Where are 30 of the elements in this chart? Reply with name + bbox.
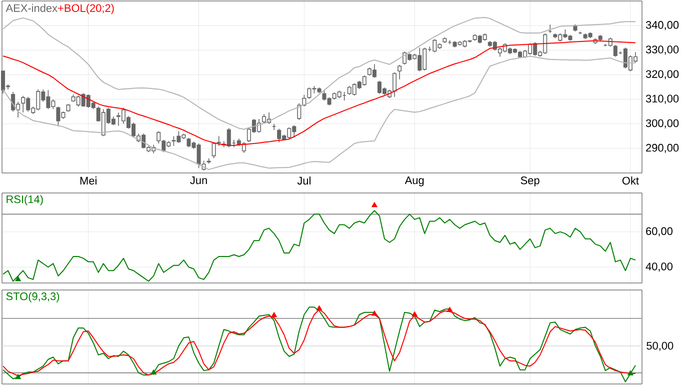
candlestick: [212, 142, 216, 159]
text: STO(9,3,3): [6, 292, 60, 302]
x-tick-label: Jul: [297, 176, 310, 185]
y-tick-label: 290,00: [646, 144, 679, 154]
x-tick-label: Okt: [622, 176, 639, 185]
x-tick-label: Aug: [404, 176, 424, 186]
point: [316, 305, 322, 311]
candlestick: [297, 102, 302, 120]
candlestick: [398, 64, 402, 80]
text: 50,00: [646, 342, 674, 351]
point: [446, 306, 453, 312]
y-tick-label: 340,00: [646, 21, 679, 30]
point: [627, 370, 634, 376]
point: [150, 369, 157, 375]
y-tick-label: 40,00: [646, 262, 672, 272]
text: +BOL(20;2): [58, 4, 114, 14]
point: [412, 311, 418, 316]
y-tick-label: 300,00: [646, 119, 679, 128]
y-tick-label: 60,00: [646, 227, 672, 236]
text: RSI(14): [6, 195, 43, 206]
point: [271, 312, 278, 318]
y-tick-label: 330,00: [646, 46, 679, 55]
y-tick-label: 320,00: [646, 70, 679, 80]
x-tick-label: Jun: [190, 176, 207, 184]
text: AEX-index: [6, 4, 58, 12]
x-tick-label: Sep: [520, 176, 540, 187]
point: [15, 374, 22, 380]
point: [371, 310, 378, 316]
y-tick-label: 310,00: [646, 94, 679, 104]
x-tick-label: Mei: [80, 176, 96, 185]
